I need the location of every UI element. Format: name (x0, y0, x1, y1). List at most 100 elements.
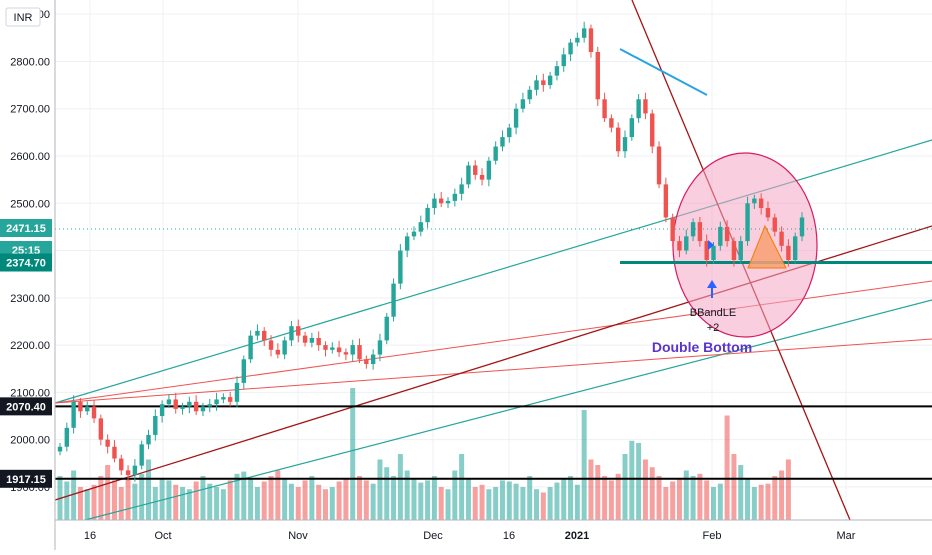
volume-bar (711, 487, 717, 520)
currency-label: INR (14, 12, 33, 24)
candle-body (704, 241, 709, 260)
volume-bar (717, 483, 723, 520)
volume-bar (602, 476, 608, 520)
candle-body (439, 198, 444, 204)
y-tick-label: 2100.00 (10, 387, 50, 399)
candle-body (643, 99, 648, 114)
volume-bar (683, 470, 689, 520)
volume-bar (343, 478, 349, 520)
volume-bar (316, 484, 322, 520)
volume-bar (779, 470, 785, 520)
x-tick-label: Dec (423, 530, 443, 542)
candle-body (370, 354, 376, 364)
volume-bar (568, 476, 574, 520)
candle-body (493, 146, 498, 161)
volume-bar (574, 484, 580, 520)
pattern-triangle (747, 224, 787, 269)
candle-body (309, 338, 315, 343)
candle-body (302, 335, 308, 343)
y-tick-label: 2600.00 (10, 151, 50, 163)
volume-bar (418, 482, 424, 520)
last-price-tag: 2471.15 (6, 223, 46, 235)
volume-bar (704, 480, 710, 520)
volume-bar (765, 483, 771, 520)
candle-body (792, 236, 798, 260)
candle-body (275, 349, 281, 355)
volume-bar (322, 489, 328, 520)
candle-body (724, 226, 730, 242)
candle-body (677, 241, 682, 251)
volume-bar (377, 459, 383, 520)
volume-bar (193, 481, 199, 520)
volume-bar (554, 482, 560, 520)
candle-body (234, 382, 240, 402)
x-tick-label: Oct (154, 530, 171, 542)
candle-body (779, 231, 784, 246)
y-tick-label: 2200.00 (10, 340, 50, 352)
volume-bar (547, 487, 553, 520)
level-2-tag: 1917.15 (6, 474, 46, 486)
volume-bar (220, 489, 226, 520)
candle-body (663, 184, 669, 218)
candle-body (425, 208, 430, 223)
candle-body (547, 75, 553, 86)
candle-body (200, 406, 206, 412)
volume-bar (118, 487, 124, 520)
x-tick-label: Nov (288, 530, 308, 542)
volume-bar (615, 473, 621, 520)
volume-bar (363, 480, 369, 520)
candle-body (98, 418, 104, 440)
candle-body (479, 174, 485, 180)
volume-bar (384, 467, 390, 520)
candle-body (602, 99, 607, 119)
volume-bar (431, 476, 437, 520)
candle-body (173, 399, 178, 409)
channel-lower-line (84, 299, 932, 521)
volume-bar (309, 476, 315, 520)
candle-body (57, 446, 63, 452)
volume-bar (697, 473, 703, 520)
candle-body (166, 399, 172, 405)
volume-bar (282, 478, 288, 520)
candle-body (343, 352, 349, 355)
level-2-tag-bg (0, 469, 52, 488)
x-tick-label: 2021 (565, 530, 589, 542)
candle-body (105, 439, 110, 447)
candle-body (418, 222, 423, 232)
candle-body (391, 283, 396, 317)
volume-bar (275, 470, 281, 520)
candle-body (670, 217, 675, 242)
volume-bar (751, 487, 757, 520)
volume-bar (411, 478, 417, 520)
volume-bar (758, 484, 764, 520)
volume-bar (248, 478, 254, 520)
volume-bar (241, 471, 247, 520)
candle-body (786, 245, 791, 260)
volume-bar (64, 481, 70, 520)
volume-bar (425, 480, 431, 520)
candle-body (520, 99, 526, 109)
volume-bars (57, 388, 791, 520)
candle-body (330, 347, 335, 350)
candle-body (255, 330, 260, 336)
volume-bar (214, 487, 220, 520)
candle-body (404, 236, 410, 251)
volume-bar (145, 459, 151, 520)
candle-body (772, 217, 777, 232)
volume-bar (472, 487, 478, 520)
candle-body (357, 345, 362, 360)
candle-body (398, 250, 403, 284)
volume-bar (595, 465, 601, 520)
candle-body (139, 444, 144, 466)
volume-bar (84, 489, 90, 520)
volume-bar (139, 473, 145, 520)
volume-bar (261, 481, 267, 520)
candle-body (193, 401, 199, 412)
candle-body (282, 340, 287, 355)
volume-bar (159, 478, 165, 520)
candle-body (473, 165, 478, 175)
candle-body (221, 397, 226, 400)
